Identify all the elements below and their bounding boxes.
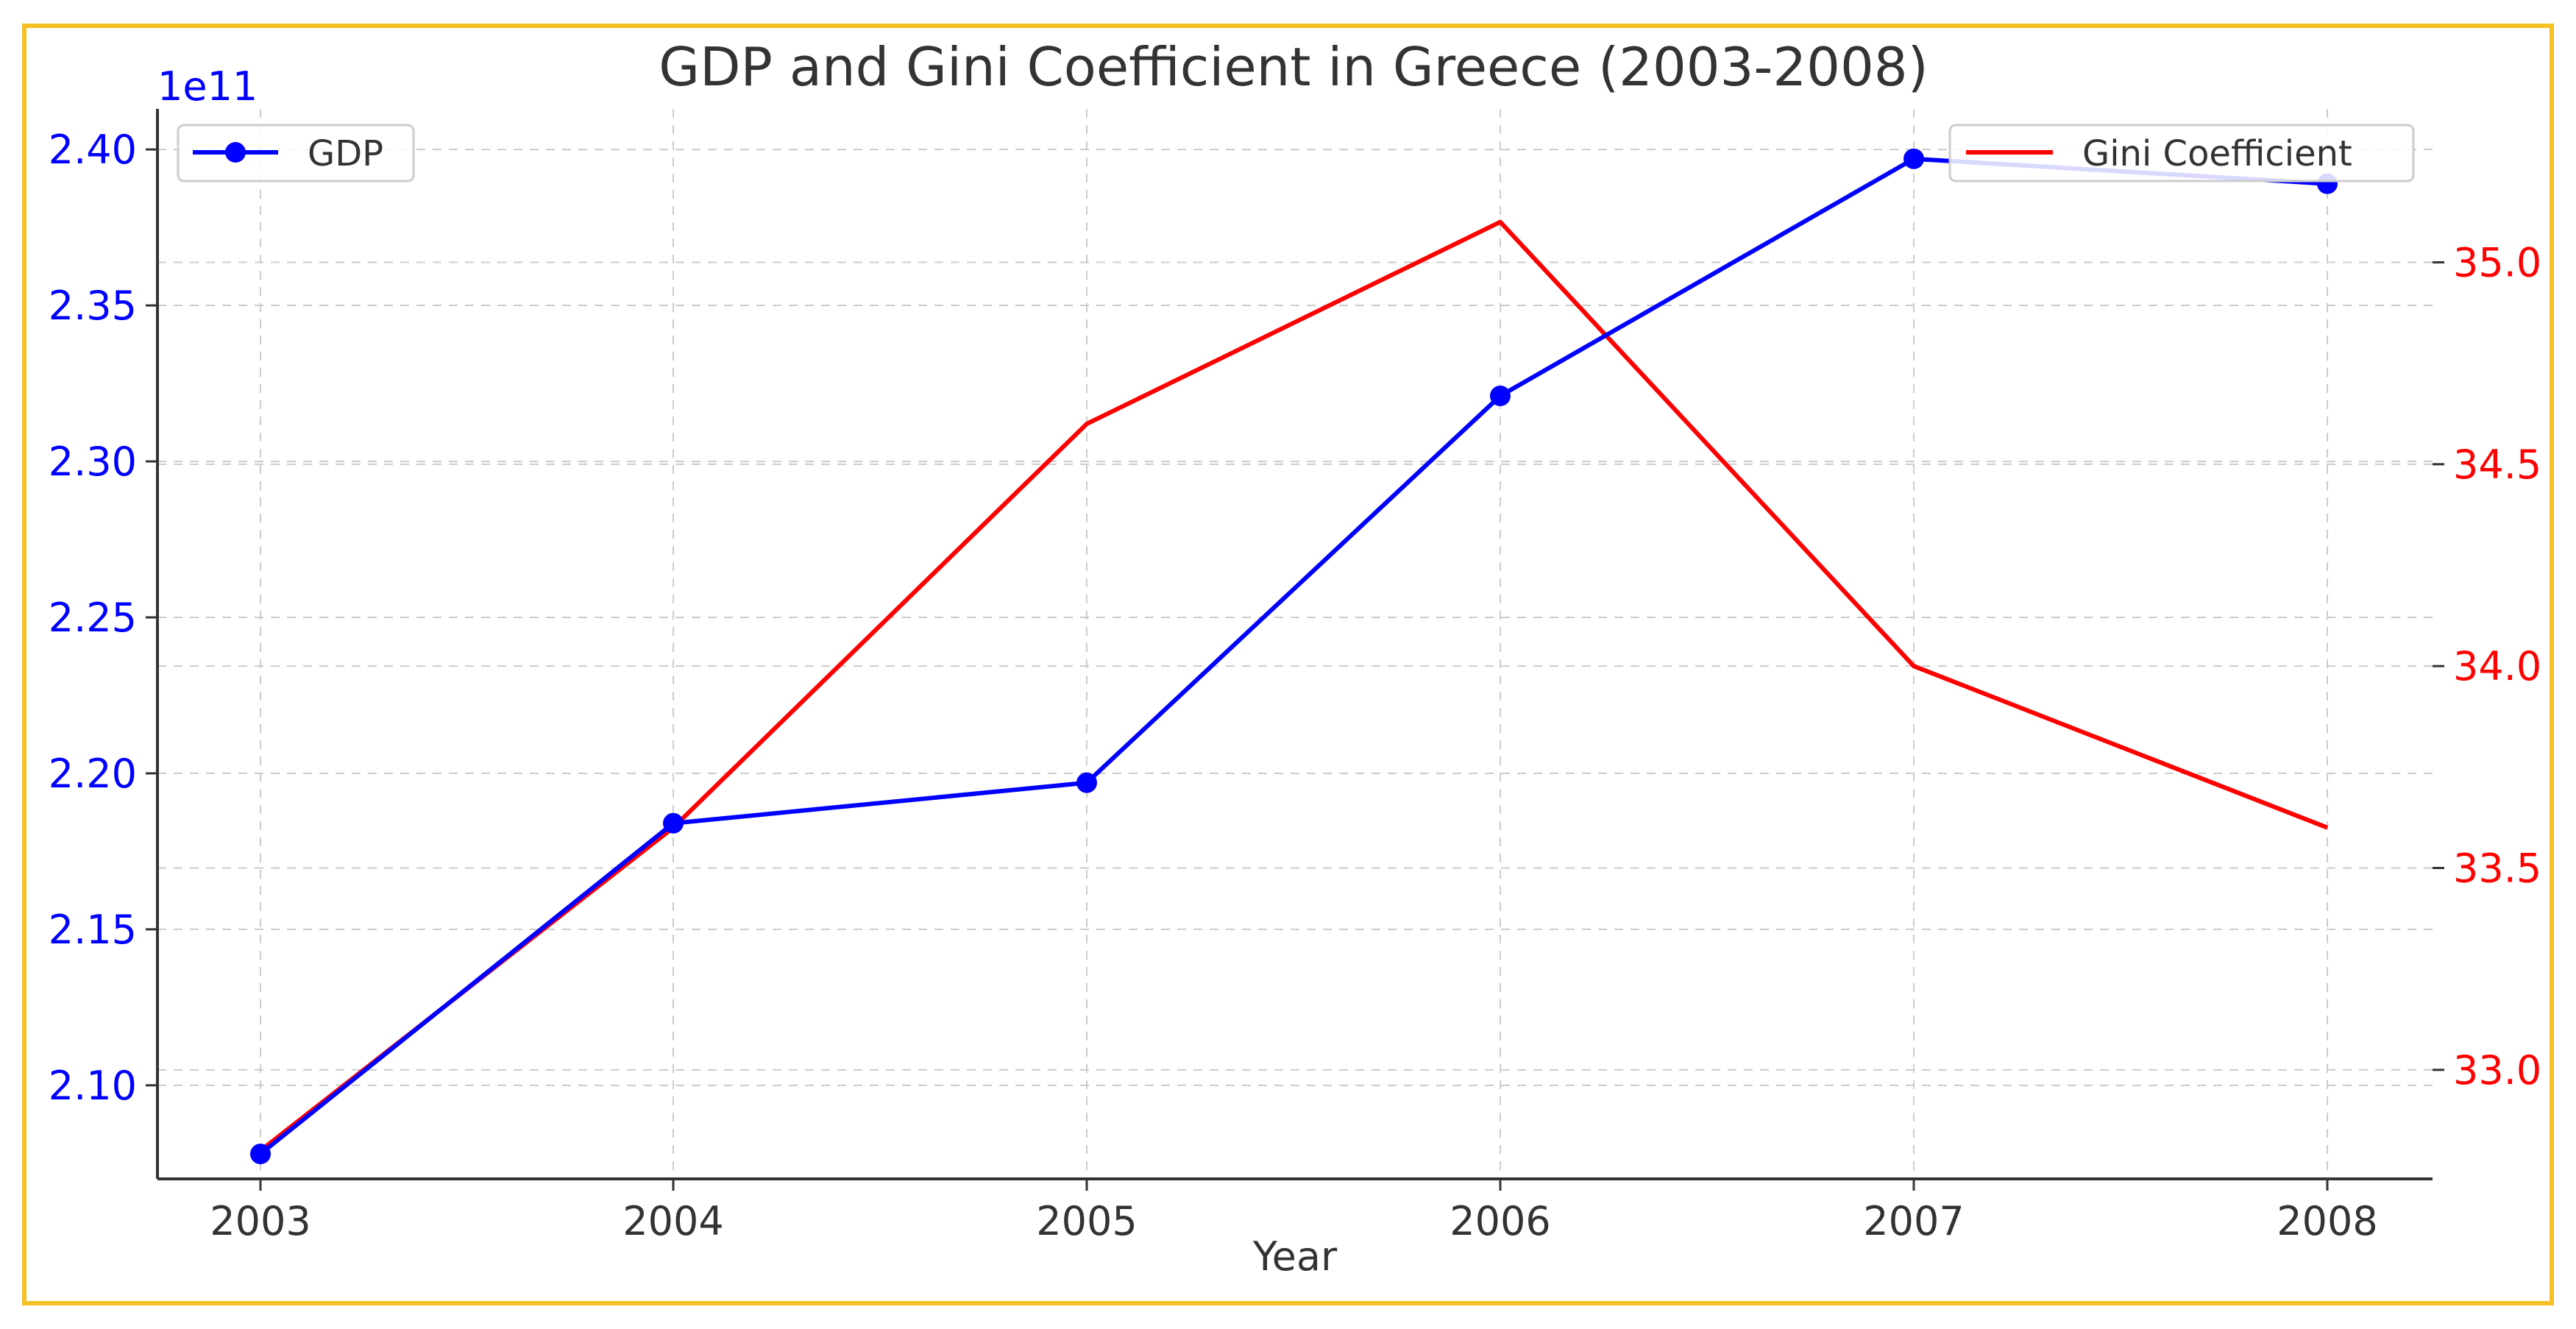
right-y-tick-label: 35.0 — [2453, 239, 2541, 286]
gdp-point — [663, 812, 684, 834]
right-y-tick-label: 34.0 — [2453, 643, 2541, 690]
gdp-point — [1490, 385, 1511, 406]
series-layer — [250, 148, 2338, 1165]
left-y-tick-label: 2.15 — [49, 907, 137, 953]
axes — [156, 109, 2433, 1180]
x-tick-label: 2003 — [210, 1198, 311, 1244]
left-axis-offset-label: 1e11 — [157, 63, 258, 110]
left-y-tick-label: 2.35 — [49, 283, 137, 329]
legend-gdp-label: GDP — [308, 133, 383, 174]
legend-gdp-box — [177, 124, 415, 182]
left-y-tick-label: 2.25 — [49, 595, 137, 641]
left-y-tick-label: 2.30 — [49, 439, 137, 485]
x-tick-label: 2004 — [622, 1198, 723, 1244]
ticks: 2003 2004 2005 2006 2007 2008 2.10 2.15 2.20 2.25… — [49, 127, 2541, 1244]
right-y-tick-label: 33.0 — [2453, 1047, 2541, 1094]
gdp-point — [250, 1144, 271, 1165]
legend-gini-box — [1948, 124, 2415, 182]
right-y-tick-label: 33.5 — [2453, 846, 2541, 892]
grid — [157, 109, 2433, 1179]
legend-gdp: GDP — [177, 124, 415, 182]
right-y-tick-label: 34.5 — [2453, 442, 2541, 488]
chart-title: GDP and Gini Coefficient in Greece (2003… — [659, 36, 1928, 98]
left-y-tick-label: 2.10 — [49, 1063, 137, 1109]
x-axis-label: Year — [1252, 1233, 1338, 1280]
left-y-tick-label: 2.40 — [49, 127, 137, 173]
x-tick-label: 2008 — [2277, 1198, 2377, 1244]
left-y-tick-label: 2.20 — [49, 751, 137, 797]
x-tick-label: 2007 — [1863, 1198, 1964, 1244]
legend-gini-label: Gini Coefficient — [2082, 133, 2352, 174]
chart-frame — [22, 24, 2554, 1305]
legend-gdp-marker — [225, 142, 246, 163]
series-line-gdp — [259, 156, 2328, 1156]
gdp-point — [1903, 148, 1924, 169]
gdp-point — [1076, 772, 1097, 793]
x-tick-label: 2005 — [1036, 1198, 1137, 1244]
legend-gini: Gini Coefficient — [1948, 124, 2415, 182]
x-tick-label: 2006 — [1450, 1198, 1550, 1244]
series-line-gini — [259, 219, 2329, 1152]
